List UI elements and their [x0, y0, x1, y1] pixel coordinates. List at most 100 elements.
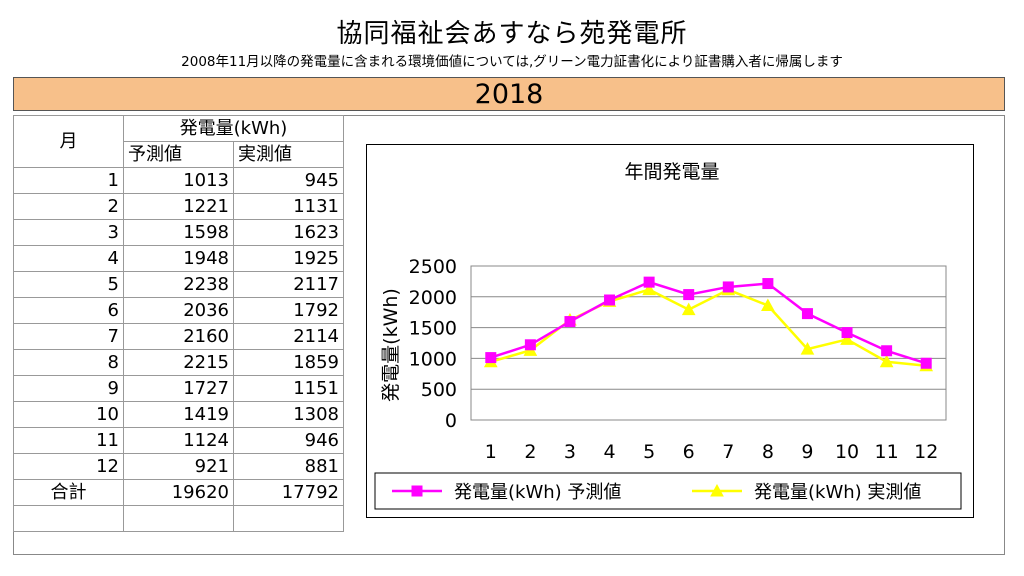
- chart-panel: 年間発電量 0 500 1000 1500 2000 2500 1 2 3 4 5 6 7 8 9 10 11 1…: [366, 144, 974, 518]
- y-axis-label: 発電量(kWh): [380, 288, 402, 402]
- legend-label: 発電量(kWh) 実測値: [754, 482, 921, 503]
- y-tick-label: 2000: [409, 287, 457, 309]
- data-point: [681, 302, 696, 316]
- month-cell: 4: [13, 245, 124, 272]
- data-point: [524, 339, 536, 351]
- empty-cell: [233, 505, 344, 532]
- total-label: 合計: [13, 479, 124, 506]
- month-cell: 6: [13, 297, 124, 324]
- x-tick-label: 8: [762, 441, 774, 463]
- generation-group-header: 発電量(kWh): [123, 115, 344, 142]
- forecast-cell: 2215: [123, 349, 234, 376]
- table-row: 10 1419 1308: [13, 401, 344, 428]
- forecast-cell: 1727: [123, 375, 234, 402]
- y-tick-label: 1000: [409, 348, 457, 370]
- x-tick-label: 4: [603, 441, 615, 463]
- total-row: 合計 19620 17792: [13, 479, 344, 506]
- table-row: 3 1598 1623: [13, 219, 344, 246]
- month-cell: 3: [13, 219, 124, 246]
- table-row: 7 2160 2114: [13, 323, 344, 350]
- x-tick-label: 9: [801, 441, 813, 463]
- data-point: [762, 278, 774, 290]
- forecast-cell: 1419: [123, 401, 234, 428]
- actual-cell: 1308: [233, 401, 344, 428]
- actual-cell: 1792: [233, 297, 344, 324]
- month-header: 月: [13, 115, 124, 168]
- actual-cell: 881: [233, 453, 344, 480]
- generation-table: 月 発電量(kWh) 予測値 実測値 1 1013 945 2 1221 1131 3 159…: [13, 115, 344, 532]
- x-tick-label: 10: [835, 441, 859, 463]
- actual-cell: 2117: [233, 271, 344, 298]
- data-point: [485, 352, 497, 364]
- actual-cell: 1859: [233, 349, 344, 376]
- series-line: [490, 280, 927, 365]
- total-actual-cell: 17792: [233, 479, 344, 506]
- table-row: 9 1727 1151: [13, 375, 344, 402]
- page-title: 協同福祉会あすなら苑発電所: [336, 19, 688, 49]
- y-tick-label: 0: [445, 410, 457, 432]
- forecast-cell: 1598: [123, 219, 234, 246]
- x-tick-label: 1: [485, 441, 497, 463]
- plot-area: [470, 265, 947, 421]
- forecast-cell: 2036: [123, 297, 234, 324]
- empty-row: [13, 505, 344, 532]
- data-point: [642, 282, 656, 296]
- x-tick-label: 2: [524, 441, 536, 463]
- month-cell: 8: [13, 349, 124, 376]
- month-cell: 2: [13, 193, 124, 220]
- actual-cell: 1925: [233, 245, 344, 272]
- table-row: 8 2215 1859: [13, 349, 344, 376]
- table-row: 12 921 881: [13, 453, 344, 480]
- forecast-cell: 1948: [123, 245, 234, 272]
- month-cell: 9: [13, 375, 124, 402]
- month-cell: 10: [13, 401, 124, 428]
- forecast-cell: 1013: [123, 167, 234, 194]
- data-point: [564, 316, 576, 328]
- data-point: [761, 298, 775, 311]
- forecast-cell: 921: [123, 453, 234, 480]
- actual-cell: 2114: [233, 323, 344, 350]
- y-tick-label: 1500: [409, 318, 457, 340]
- legend-marker: [411, 485, 423, 497]
- data-point: [841, 327, 853, 339]
- year-banner: 2018: [13, 77, 1005, 111]
- data-point: [879, 354, 894, 368]
- month-cell: 11: [13, 427, 124, 454]
- total-forecast-cell: 19620: [123, 479, 234, 506]
- month-cell: 1: [13, 167, 124, 194]
- actual-header: 実測値: [233, 141, 344, 168]
- table-row: 11 1124 946: [13, 427, 344, 454]
- actual-cell: 1131: [233, 193, 344, 220]
- forecast-header: 予測値: [123, 141, 234, 168]
- x-tick-label: 6: [683, 441, 695, 463]
- actual-cell: 1623: [233, 219, 344, 246]
- x-tick-label: 11: [875, 441, 899, 463]
- table-row: 6 2036 1792: [13, 297, 344, 324]
- table-row: 1 1013 945: [13, 167, 344, 194]
- chart-title: 年間発電量: [624, 161, 719, 183]
- data-point: [604, 294, 616, 306]
- table-row: 2 1221 1131: [13, 193, 344, 220]
- data-point: [881, 345, 893, 357]
- y-tick-label: 2500: [409, 256, 457, 278]
- data-point: [840, 332, 854, 345]
- month-cell: 7: [13, 323, 124, 350]
- forecast-cell: 2238: [123, 271, 234, 298]
- legend-label: 発電量(kWh) 予測値: [454, 482, 621, 503]
- month-cell: 12: [13, 453, 124, 480]
- legend-box: [374, 472, 962, 510]
- empty-cell: [123, 505, 234, 532]
- x-tick-label: 12: [914, 441, 938, 463]
- month-cell: 5: [13, 271, 124, 298]
- forecast-cell: 1124: [123, 427, 234, 454]
- table-header-row: 月 発電量(kWh): [13, 115, 344, 168]
- data-point: [801, 308, 813, 320]
- empty-cell: [13, 505, 124, 532]
- x-tick-label: 5: [643, 441, 655, 463]
- x-tick-label: 3: [564, 441, 576, 463]
- table-row: 5 2238 2117: [13, 271, 344, 298]
- page-subtitle: 2008年11月以降の発電量に含まれる環境価値については,グリーン電力証書化によ…: [181, 54, 843, 70]
- legend-marker: [710, 483, 724, 497]
- actual-cell: 946: [233, 427, 344, 454]
